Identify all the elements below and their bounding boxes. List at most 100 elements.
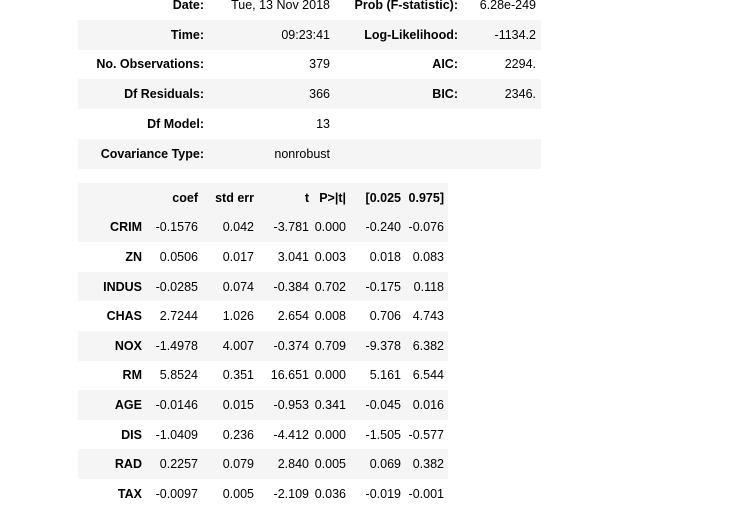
variable-name: NOX	[78, 330, 146, 361]
variable-name: AGE	[78, 390, 146, 420]
summary-row: Df Model: 13	[78, 109, 541, 139]
coefficient-table: coef std err t P>|t| [0.025 0.975] CRIM -…	[78, 183, 448, 509]
coef-value: -0.1576	[146, 212, 202, 243]
std-err-value: 0.017	[222, 249, 254, 264]
summary-row: Df Residuals: 366 BIC: 2346.	[78, 79, 541, 110]
p-value: 0.709	[313, 330, 350, 361]
summary-label: Log-Likelihood:	[333, 19, 463, 50]
std-err-value: 4.007	[202, 330, 258, 361]
ci-lower-value: -9.378	[350, 330, 405, 361]
summary-label: AIC:	[432, 57, 458, 72]
ci-lower-value: -0.175	[350, 271, 405, 302]
std-err-value: 0.042	[202, 212, 258, 243]
coef-value: 0.2257	[146, 449, 202, 479]
p-value: 0.702	[313, 271, 350, 302]
ci-upper-value: 0.083	[412, 249, 444, 264]
coef-value: 5.8524	[159, 368, 198, 383]
coefficient-rows: CRIM -0.1576 0.042 -3.781 0.000 -0.240 -0.076 Z…	[78, 212, 448, 509]
t-value: 2.654	[277, 309, 309, 324]
column-header: P>|t|	[313, 183, 350, 213]
t-value: -0.384	[258, 271, 313, 302]
summary-row: Date: Tue, 13 Nov 2018 Prob (F-statistic…	[78, 0, 541, 20]
variable-name: TAX	[117, 486, 142, 501]
coefficient-header-row: coef std err t P>|t| [0.025 0.975]	[78, 183, 448, 213]
summary-row: Covariance Type: nonrobust	[78, 138, 541, 169]
t-value: -3.781	[258, 212, 313, 243]
ci-lower-value: -0.240	[350, 212, 405, 243]
coefficient-row: RAD 0.2257 0.079 2.840 0.005 0.069 0.382	[78, 449, 448, 479]
variable-name: DIS	[121, 427, 142, 442]
summary-value: 379	[309, 57, 330, 72]
summary-label: Covariance Type:	[78, 138, 208, 169]
ci-upper-value: -0.076	[405, 212, 448, 243]
ci-lower-value: 5.161	[369, 368, 401, 383]
model-summary-table: Date: Tue, 13 Nov 2018 Prob (F-statistic…	[78, 0, 541, 169]
ci-upper-value: 0.118	[405, 271, 448, 302]
summary-label	[333, 138, 463, 169]
p-value: 0.000	[314, 427, 346, 442]
std-err-value: 0.351	[222, 368, 254, 383]
summary-value: -1134.2	[463, 19, 541, 50]
variable-name: CHAS	[106, 309, 142, 324]
std-err-value: 1.026	[222, 309, 254, 324]
summary-label: Date:	[172, 0, 204, 12]
summary-label: BIC:	[333, 79, 463, 110]
variable-name: RAD	[78, 449, 146, 479]
summary-value: Tue, 13 Nov 2018	[231, 0, 330, 12]
column-header	[78, 183, 146, 213]
std-err-value: 0.005	[222, 486, 254, 501]
coefficient-row: NOX -1.4978 4.007 -0.374 0.709 -9.378 6.382	[78, 330, 448, 361]
column-header: std err	[202, 183, 258, 213]
variable-name: CRIM	[78, 212, 146, 243]
t-value: -0.374	[258, 330, 313, 361]
coefficient-row: ZN 0.0506 0.017 3.041 0.003 0.018 0.083	[78, 242, 448, 272]
variable-name: INDUS	[78, 271, 146, 302]
std-err-value: 0.015	[202, 390, 258, 420]
std-err-value: 0.074	[202, 271, 258, 302]
coefficient-row: DIS -1.0409 0.236 -4.412 0.000 -1.505 -0.577	[78, 420, 448, 450]
coefficient-row: INDUS -0.0285 0.074 -0.384 0.702 -0.175 0.118	[78, 271, 448, 302]
summary-value: 2294.	[504, 57, 536, 72]
coef-value: -0.0146	[146, 390, 202, 420]
coefficient-row: CRIM -0.1576 0.042 -3.781 0.000 -0.240 -0.076	[78, 212, 448, 243]
p-value: 0.008	[314, 309, 346, 324]
ci-lower-value: 0.069	[350, 449, 405, 479]
ci-lower-value: -0.045	[350, 390, 405, 420]
column-header: t	[258, 183, 313, 213]
t-value: -0.953	[258, 390, 313, 420]
p-value: 0.000	[314, 368, 346, 383]
summary-value: 366	[208, 79, 333, 110]
summary-label: Df Residuals:	[78, 79, 208, 110]
column-header: 0.975]	[405, 183, 448, 213]
summary-value: 6.28e-249	[479, 0, 536, 12]
coef-value: 2.7244	[159, 309, 198, 324]
coefficient-row: RM 5.8524 0.351 16.651 0.000 5.161 6.544	[78, 361, 448, 391]
ci-upper-value: -0.577	[408, 427, 444, 442]
summary-value	[463, 109, 541, 139]
ci-upper-value: 0.382	[405, 449, 448, 479]
summary-label: No. Observations:	[96, 57, 204, 72]
p-value: 0.036	[314, 486, 346, 501]
ci-upper-value: 0.016	[405, 390, 448, 420]
coef-value: 0.0506	[159, 249, 198, 264]
summary-row: Time: 09:23:41 Log-Likelihood: -1134.2	[78, 19, 541, 50]
ci-upper-value: 4.743	[412, 309, 444, 324]
summary-label: Df Model:	[147, 117, 204, 132]
ci-lower-value: 0.018	[369, 249, 401, 264]
summary-value: nonrobust	[208, 138, 333, 169]
summary-value: 09:23:41	[208, 19, 333, 50]
p-value: 0.341	[313, 390, 350, 420]
ci-lower-value: 0.706	[369, 309, 401, 324]
summary-label: Prob (F-statistic):	[354, 0, 458, 12]
p-value: 0.005	[313, 449, 350, 479]
coefficient-row: CHAS 2.7244 1.026 2.654 0.008 0.706 4.743	[78, 301, 448, 331]
summary-value: 13	[316, 117, 330, 132]
summary-row: No. Observations: 379 AIC: 2294.	[78, 50, 541, 80]
t-value: 3.041	[277, 249, 309, 264]
summary-value	[463, 138, 541, 169]
p-value: 0.003	[314, 249, 346, 264]
t-value: -2.109	[273, 486, 309, 501]
coef-value: -1.4978	[146, 330, 202, 361]
t-value: 2.840	[258, 449, 313, 479]
column-header: [0.025	[350, 183, 405, 213]
